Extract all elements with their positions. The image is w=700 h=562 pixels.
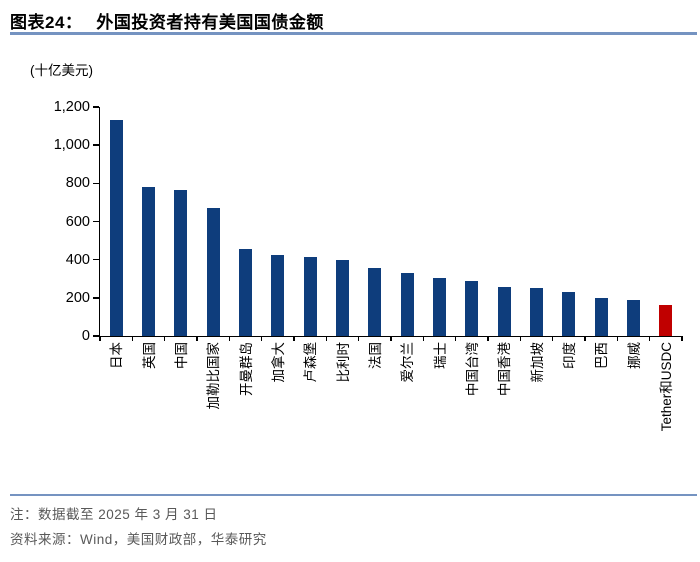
y-axis-unit-label: (十亿美元)	[30, 63, 93, 78]
x-axis-category-label: 英国	[141, 342, 157, 369]
x-axis-category-label: Tether和USDC	[658, 342, 674, 432]
y-axis-tick-labels: 0 200 400 600 800 1,000 1,200	[28, 99, 90, 344]
bar	[562, 292, 576, 336]
bar-tether-usdc-highlight	[659, 305, 673, 336]
bar	[433, 277, 446, 336]
x-axis-tick	[131, 336, 134, 341]
x-axis-category-label: 开曼群岛	[238, 342, 254, 396]
x-axis-tick	[325, 336, 328, 341]
x-axis-tick	[454, 336, 457, 341]
x-axis-tick	[519, 336, 522, 341]
chart-title-prefix: 图表24：	[10, 13, 83, 32]
x-axis-tick	[551, 336, 554, 341]
x-axis-category-labels: 日本 英国 中国 加勒比国家 开曼群岛 加拿大 卢森堡 比利时 法国 爱尔兰 瑞士 中国台湾 中国香港新…	[99, 342, 681, 492]
bar	[174, 190, 188, 336]
y-axis-tick	[93, 106, 99, 108]
x-axis-tick	[196, 336, 198, 341]
bar	[627, 299, 640, 336]
x-axis-category-label: 巴西	[594, 342, 610, 369]
x-axis-category-label: 挪威	[626, 342, 642, 369]
x-axis-tick	[260, 336, 263, 341]
x-axis-category-label: 中国香港	[497, 342, 513, 396]
y-axis-tick	[93, 335, 99, 337]
bar-chart-plot-area	[93, 106, 683, 341]
x-axis-tick	[584, 336, 586, 341]
x-axis-category-label: 日本	[109, 342, 125, 369]
footer-divider	[10, 494, 697, 496]
y-axis-tick	[93, 182, 99, 185]
y-axis-tick-label: 200	[65, 289, 90, 306]
x-axis-category-label: 加拿大	[270, 342, 286, 383]
y-axis-tick-label: 800	[65, 175, 90, 192]
y-axis-tick	[93, 297, 99, 299]
x-axis-category-label: 卢森堡	[303, 342, 319, 383]
x-axis-tick	[422, 336, 425, 341]
chart-title-text: 外国投资者持有美国国债金额	[96, 13, 324, 32]
x-axis-category-label: 爱尔兰	[400, 342, 416, 383]
x-axis-tick	[228, 336, 231, 341]
x-axis-tick	[293, 336, 295, 341]
bar	[109, 120, 123, 336]
footnote-data-cutoff: 注：数据截至 2025 年 3 月 31 日	[10, 507, 218, 522]
title-underline	[10, 32, 697, 35]
y-axis-tick-label: 400	[65, 251, 90, 268]
bar	[594, 298, 608, 336]
bar	[239, 249, 252, 336]
footnote-source: 资料来源：Wind，美国财政部，华泰研究	[10, 532, 267, 547]
bar	[400, 273, 414, 336]
x-axis-tick	[616, 336, 619, 341]
x-axis-category-label: 印度	[561, 342, 577, 369]
x-axis-tick	[648, 336, 651, 341]
x-axis-category-label: 法国	[367, 342, 383, 369]
y-axis-tick-label: 600	[65, 213, 90, 230]
chart-title: 图表24： 外国投资者持有美国国债金额	[10, 8, 324, 33]
bar	[142, 187, 155, 336]
y-axis-tick-label: 1,000	[53, 137, 90, 154]
x-axis-tick	[357, 336, 360, 341]
bar	[465, 280, 479, 336]
bar	[271, 254, 285, 336]
y-axis-tick	[93, 144, 99, 146]
x-axis-tick	[163, 336, 166, 341]
x-axis-tick	[487, 336, 489, 341]
bar	[336, 259, 349, 336]
bar	[206, 207, 220, 336]
x-axis-category-label: 中国	[173, 342, 189, 369]
x-axis-category-label: 加勒比国家	[206, 342, 222, 410]
bar	[303, 257, 317, 336]
y-axis-tick-label: 1,200	[53, 99, 90, 115]
x-axis-tick	[99, 336, 101, 341]
x-axis-category-label: 新加坡	[529, 342, 545, 383]
bar	[497, 287, 511, 336]
y-axis-tick-label: 0	[81, 328, 90, 344]
x-axis-tick	[681, 336, 683, 341]
y-axis-tick	[93, 220, 99, 223]
x-axis-tick	[390, 336, 392, 341]
x-axis-category-label: 中国台湾	[464, 342, 480, 396]
y-axis-tick	[93, 258, 99, 261]
x-axis-category-label: 比利时	[335, 342, 351, 383]
bar	[530, 288, 543, 336]
x-axis-category-label: 瑞士	[432, 342, 448, 369]
bar	[368, 268, 382, 336]
